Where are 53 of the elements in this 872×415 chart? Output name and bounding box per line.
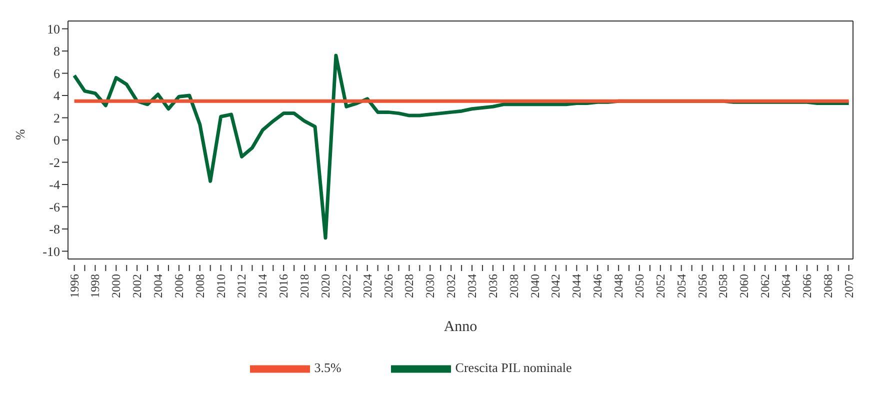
- x-tick-label: 2000: [109, 274, 124, 298]
- y-tick-label: -8: [49, 222, 60, 237]
- y-tick-label: 2: [54, 110, 60, 126]
- x-tick-label: 2036: [486, 274, 500, 298]
- x-tick-label: 2020: [318, 274, 332, 298]
- y-tick-label: 6: [54, 66, 60, 81]
- x-tick-label: 2028: [402, 274, 416, 298]
- x-tick-label: 2064: [779, 274, 794, 298]
- x-tick-label: 2032: [444, 274, 458, 298]
- x-tick-label: 2058: [716, 274, 730, 298]
- x-tick-label: 2012: [234, 274, 249, 298]
- legend-label: 3.5%: [314, 360, 342, 375]
- x-axis-title: Anno: [444, 319, 478, 335]
- x-tick-label: 2006: [172, 274, 186, 298]
- x-tick-label: 2052: [653, 274, 668, 298]
- x-tick-label: 2030: [423, 274, 438, 298]
- x-tick-label: 2062: [758, 274, 772, 298]
- x-tick-label: 2054: [674, 274, 688, 298]
- x-tick-label: 2018: [298, 274, 312, 298]
- x-tick-label: 2056: [695, 274, 710, 298]
- x-tick-label: 2050: [632, 274, 646, 298]
- y-tick-label: 0: [54, 132, 60, 148]
- x-tick-label: 2004: [151, 274, 166, 298]
- x-tick-label: 1998: [88, 274, 102, 298]
- y-tick-label: -2: [49, 154, 60, 170]
- y-tick-label: -4: [49, 177, 60, 192]
- x-tick-label: 2008: [192, 274, 207, 298]
- y-tick-label: -6: [49, 199, 60, 214]
- legend-label: Crescita PIL nominale: [455, 360, 572, 375]
- x-tick-label: 2068: [820, 274, 835, 298]
- x-tick-label: 1996: [67, 274, 82, 298]
- y-tick-label: 8: [54, 44, 60, 59]
- y-tick-label: 10: [47, 21, 60, 36]
- y-tick-label: 4: [54, 88, 60, 104]
- x-tick-label: 2038: [506, 274, 521, 298]
- x-tick-label: 2034: [465, 274, 480, 298]
- x-tick-label: 2060: [737, 274, 752, 298]
- x-tick-label: 2010: [214, 274, 228, 298]
- x-tick-label: 2002: [130, 274, 144, 298]
- x-tick-label: 2048: [612, 274, 626, 298]
- x-tick-label: 2040: [528, 274, 542, 298]
- x-tick-label: 2024: [360, 274, 374, 298]
- x-tick-label: 2046: [590, 274, 605, 298]
- x-tick-label: 2014: [256, 274, 270, 298]
- x-tick-label: 2042: [548, 274, 563, 298]
- y-tick-label: -10: [42, 244, 60, 259]
- x-tick-label: 2044: [570, 274, 584, 298]
- x-tick-label: 2070: [842, 274, 856, 298]
- y-axis-title: %: [12, 129, 28, 140]
- x-tick-label: 2066: [800, 274, 814, 298]
- x-tick-label: 2022: [339, 274, 354, 298]
- x-tick-label: 2016: [276, 274, 291, 298]
- x-tick-label: 2026: [381, 274, 396, 298]
